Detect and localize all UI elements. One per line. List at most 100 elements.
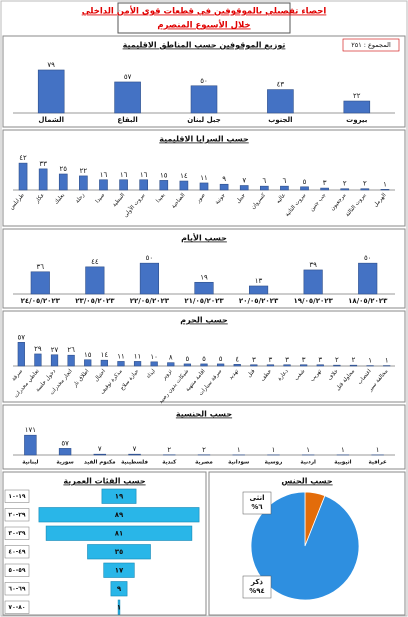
value-label: ١٤ (180, 172, 188, 180)
y-tick-label: ٤٩-٤٠ (8, 548, 25, 555)
value-label: ٢٥ (59, 165, 67, 173)
value-label: ٥٠ (364, 254, 372, 262)
bar (194, 281, 214, 295)
y-tick-label: ١٩-١٠ (8, 493, 25, 500)
x-tick-label: ٢٣/٠٥/٢٠٢٣ (75, 297, 115, 305)
x-tick-label: مكتوم القيد (84, 459, 116, 466)
value-label: ٥ (186, 355, 190, 363)
panel (2, 129, 406, 227)
value-label: ١٩ (115, 492, 124, 500)
x-tick-label: سورية (56, 460, 73, 466)
bar (216, 363, 225, 367)
bar (37, 69, 65, 114)
bar (360, 188, 370, 191)
value-label: ٥٠ (146, 254, 154, 262)
bar (114, 81, 141, 114)
value-label: ٣ (285, 356, 289, 364)
bar (133, 361, 142, 367)
value-label: ١٤ (101, 351, 109, 359)
value-label: ٢ (363, 180, 367, 188)
value-label: ١ (117, 603, 121, 611)
y-tick-label: ٨٠-٧٠ (8, 604, 25, 611)
bar (45, 525, 193, 541)
bar (333, 364, 341, 367)
value-label: ١١ (117, 352, 125, 360)
chart-title: حسب الفئات العمرية (63, 477, 145, 486)
x-tick-label: فلسطينية (121, 460, 148, 466)
value-label: ٢ (343, 180, 347, 188)
bar (110, 581, 128, 597)
value-label: ٥٠ (200, 77, 208, 85)
header-box (117, 2, 291, 34)
value-label: ٣ (318, 356, 322, 364)
panel (208, 471, 406, 616)
x-tick-label: جبيل (235, 192, 247, 204)
value-label: ١٣ (255, 277, 263, 285)
y-tick-label: ٥٩-٥٠ (8, 567, 25, 574)
panel (2, 404, 406, 470)
x-tick-label: قتل (246, 368, 256, 379)
bar (219, 183, 229, 191)
x-tick-label: عراقية (369, 460, 387, 466)
x-tick-label: زحلة (74, 192, 86, 204)
age-box (4, 489, 30, 503)
value-label: ٤ (235, 355, 239, 363)
bar (87, 544, 151, 560)
bar (340, 188, 350, 191)
bar (103, 562, 135, 578)
bar (84, 359, 92, 367)
value-label: ١ (306, 446, 310, 454)
value-label: ١ (376, 446, 380, 454)
x-tick-label: ٢٢/٠٥/٢٠٢٣ (130, 297, 170, 305)
bar (24, 434, 37, 456)
age-box (4, 563, 30, 577)
x-tick-label: صيدا (95, 192, 107, 204)
bar (320, 187, 329, 191)
value-label: ١٠ (150, 353, 158, 361)
value-label: ٢ (352, 356, 356, 364)
bar (117, 599, 121, 615)
bar (150, 361, 158, 367)
value-label: ١٧١ (25, 426, 36, 434)
x-tick-label: ٢٤/٠٥/٢٠٢٣ (21, 297, 61, 305)
value-label: ٢٢ (353, 92, 361, 100)
x-tick-label: ١٨/٠٥/٢٠٢٣ (348, 297, 388, 305)
value-label: ٩ (222, 175, 226, 183)
value-label: ٥٧ (61, 439, 69, 447)
bar (58, 448, 72, 456)
bar (93, 453, 107, 456)
bar (199, 182, 209, 191)
bar (85, 266, 105, 295)
panel (2, 471, 207, 616)
bar (233, 364, 241, 367)
bar (100, 359, 108, 367)
bar (79, 175, 88, 191)
slice-value: %٩٤ (249, 587, 265, 595)
bar (38, 507, 200, 523)
value-label: ٣٩ (309, 261, 317, 269)
panel (2, 228, 406, 309)
bar (266, 364, 275, 367)
value-label: ٥٧ (124, 73, 132, 81)
bar (303, 269, 323, 295)
panel (2, 35, 406, 128)
value-label: ١٦ (120, 171, 128, 179)
chart-title: حسب الأيام (181, 233, 227, 243)
value-label: ٩ (117, 585, 122, 593)
value-label: ١١ (200, 174, 208, 182)
bar (248, 285, 269, 295)
value-label: ٢٧ (51, 346, 59, 354)
x-tick-label: ١٩/٠٥/٢٠٢٣ (293, 297, 333, 305)
x-tick-label: جبل لبنان (187, 116, 221, 124)
value-label: ٤٢ (19, 154, 27, 162)
bar (58, 173, 68, 191)
bar (50, 354, 59, 367)
value-label: ٧ (242, 177, 246, 185)
slice-label: ذكر (250, 578, 263, 586)
value-label: ١ (272, 446, 276, 454)
y-tick-label: ٦٩-٦٠ (8, 585, 25, 592)
x-tick-label: بيروت (346, 116, 368, 124)
value-label: ١٥ (160, 171, 168, 179)
